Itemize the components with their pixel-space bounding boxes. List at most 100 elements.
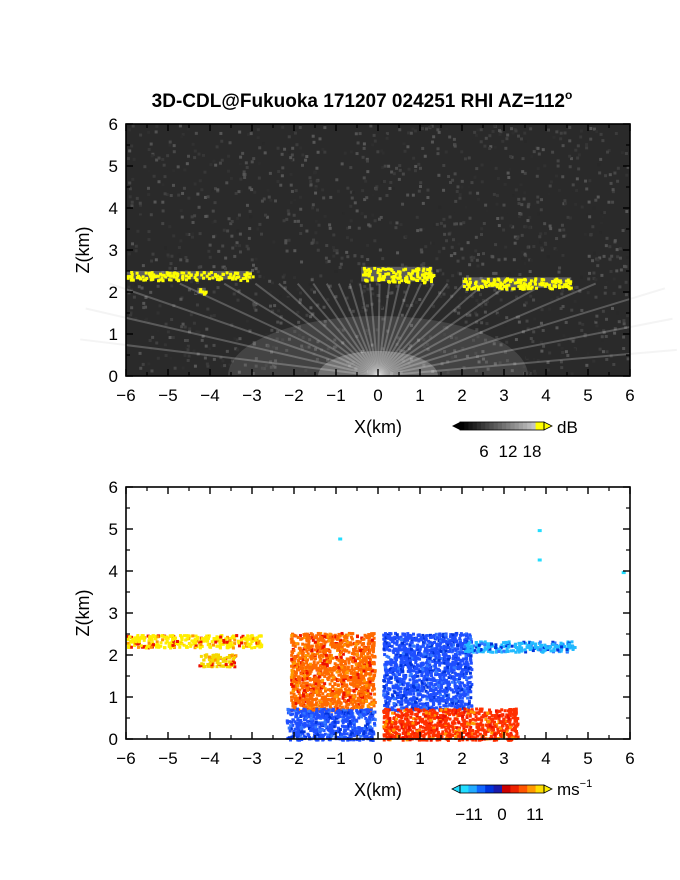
noise-pixel xyxy=(135,196,139,200)
upper-west-sector-pixel xyxy=(314,703,318,707)
noise-pixel xyxy=(186,331,190,335)
upper-east-sector-pixel xyxy=(391,694,395,698)
noise-pixel xyxy=(380,305,384,309)
upper-east-sector-pixel xyxy=(399,686,403,690)
upper-west-sector-pixel xyxy=(339,678,343,682)
cloud-east-pixel xyxy=(533,280,537,284)
upper-east-sector-pixel xyxy=(435,646,439,650)
noise-pixel xyxy=(436,152,440,156)
cloud-west-pixel xyxy=(130,275,134,279)
noise-pixel xyxy=(526,219,530,223)
noise-pixel xyxy=(589,126,593,130)
noise-pixel xyxy=(251,371,255,375)
noise-pixel xyxy=(452,137,456,141)
noise-pixel xyxy=(457,271,461,275)
cloud-west-pixel xyxy=(195,271,199,275)
noise-pixel xyxy=(524,225,528,229)
upper-east-sector-pixel xyxy=(398,667,402,671)
noise-pixel xyxy=(335,342,339,346)
reflectivity-colorbar-cell xyxy=(506,422,511,430)
upper-west-sector-pixel xyxy=(367,641,371,645)
noise-pixel xyxy=(540,349,544,353)
west-layer-pixel xyxy=(209,645,213,649)
noise-pixel xyxy=(504,146,508,150)
upper-east-sector-pixel xyxy=(436,679,440,683)
upper-east-sector-pixel xyxy=(460,681,464,685)
noise-pixel xyxy=(168,143,172,147)
noise-pixel xyxy=(350,196,354,200)
noise-pixel xyxy=(518,367,522,371)
noise-pixel xyxy=(525,319,529,323)
upper-west-sector-pixel xyxy=(302,694,306,698)
noise-pixel xyxy=(376,150,380,154)
upper-east-sector-pixel xyxy=(451,633,455,637)
noise-pixel xyxy=(323,150,327,154)
noise-pixel xyxy=(616,255,620,259)
upper-west-sector-pixel xyxy=(310,648,314,652)
upper-west-sector-pixel xyxy=(330,671,334,675)
west-layer-pixel xyxy=(260,643,264,647)
noise-pixel xyxy=(437,250,441,254)
upper-east-sector-pixel xyxy=(426,681,430,685)
noise-pixel xyxy=(139,203,143,207)
noise-pixel xyxy=(500,216,504,220)
upper-east-sector-pixel xyxy=(395,679,399,683)
noise-pixel xyxy=(181,191,185,195)
noise-pixel xyxy=(398,337,402,341)
upper-east-sector-pixel xyxy=(425,697,429,701)
noise-pixel xyxy=(166,154,170,158)
upper-west-sector-pixel xyxy=(325,664,329,668)
upper-west-sector-pixel xyxy=(300,667,304,671)
noise-pixel xyxy=(422,338,426,342)
noise-pixel xyxy=(571,183,575,187)
noise-pixel xyxy=(403,149,407,153)
upper-east-sector-pixel xyxy=(415,685,419,689)
upper-east-sector-pixel xyxy=(467,652,471,656)
cloud-center-pixel xyxy=(390,275,394,279)
upper-west-sector-pixel xyxy=(326,688,330,692)
upper-west-sector-pixel xyxy=(305,639,309,643)
upper-west-sector-pixel xyxy=(345,702,349,706)
cloud-east-pixel xyxy=(475,284,479,288)
noise-pixel xyxy=(528,371,532,375)
west-layer-pixel xyxy=(139,644,143,648)
noise-pixel xyxy=(360,271,364,275)
west-layer-pixel xyxy=(170,640,174,644)
upper-west-sector-pixel xyxy=(356,682,360,686)
upper-west-sector-pixel xyxy=(299,663,303,667)
upper-west-sector-pixel xyxy=(332,677,336,681)
upper-west-sector-pixel xyxy=(359,654,363,658)
noise-pixel xyxy=(380,369,384,373)
noise-pixel xyxy=(598,256,602,260)
noise-pixel xyxy=(594,198,598,202)
upper-west-sector-pixel xyxy=(320,697,324,701)
upper-west-sector-pixel xyxy=(345,636,349,640)
noise-pixel xyxy=(403,290,407,294)
noise-pixel xyxy=(254,267,258,271)
upper-west-sector-pixel xyxy=(364,666,368,670)
upper-west-sector-pixel xyxy=(312,689,316,693)
noise-pixel xyxy=(245,319,249,323)
noise-pixel xyxy=(245,203,249,207)
noise-pixel xyxy=(531,340,535,344)
west-lower-patch-pixel xyxy=(223,656,227,660)
noise-pixel xyxy=(507,272,511,276)
upper-west-sector-pixel xyxy=(310,652,314,656)
noise-pixel xyxy=(180,215,184,219)
upper-west-sector-pixel xyxy=(353,649,357,653)
west-layer-pixel xyxy=(160,634,164,638)
upper-west-sector-pixel xyxy=(308,672,312,676)
upper-east-sector-pixel xyxy=(426,639,430,643)
noise-pixel xyxy=(149,142,153,146)
upper-east-sector-pixel xyxy=(393,660,397,664)
upper-west-sector-pixel xyxy=(314,675,318,679)
noise-pixel xyxy=(425,342,429,346)
noise-pixel xyxy=(494,271,498,275)
noise-pixel xyxy=(186,154,190,158)
upper-east-sector-pixel xyxy=(444,704,448,708)
upper-east-sector-pixel xyxy=(425,658,429,662)
west-lower-patch-pixel xyxy=(210,664,214,668)
upper-east-sector-pixel xyxy=(413,702,417,706)
noise-pixel xyxy=(169,262,173,266)
